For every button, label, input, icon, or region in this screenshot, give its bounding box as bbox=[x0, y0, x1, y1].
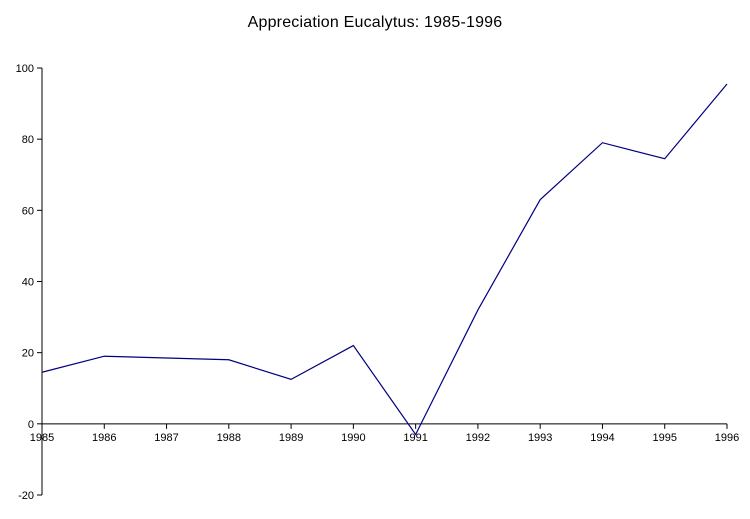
y-tick-label: 20 bbox=[22, 348, 34, 360]
series-line bbox=[41, 83, 728, 436]
x-tick-label: 1994 bbox=[590, 432, 614, 444]
x-tick-label: 1987 bbox=[154, 432, 178, 444]
x-tick-label: 1995 bbox=[652, 432, 676, 444]
chart-title: Appreciation Eucalytus: 1985-1996 bbox=[247, 14, 503, 31]
x-tick-label: 1991 bbox=[403, 432, 427, 444]
y-tick-label: 100 bbox=[16, 63, 34, 75]
x-tick-label: 1988 bbox=[217, 432, 241, 444]
x-tick-label: 1990 bbox=[341, 432, 365, 444]
x-tick-label: 1986 bbox=[92, 432, 116, 444]
y-tick-label: 0 bbox=[28, 419, 34, 431]
y-tick-label: -20 bbox=[18, 490, 34, 502]
y-tick-label: 40 bbox=[22, 277, 34, 289]
x-tick-label: 1996 bbox=[715, 432, 739, 444]
x-tick-label: 1989 bbox=[279, 432, 303, 444]
x-tick-label: 1993 bbox=[528, 432, 552, 444]
x-tick-label: 1992 bbox=[466, 432, 490, 444]
x-tick-label: 1985 bbox=[30, 432, 54, 444]
y-tick-label: 60 bbox=[22, 205, 34, 217]
y-tick-label: 80 bbox=[22, 134, 34, 146]
